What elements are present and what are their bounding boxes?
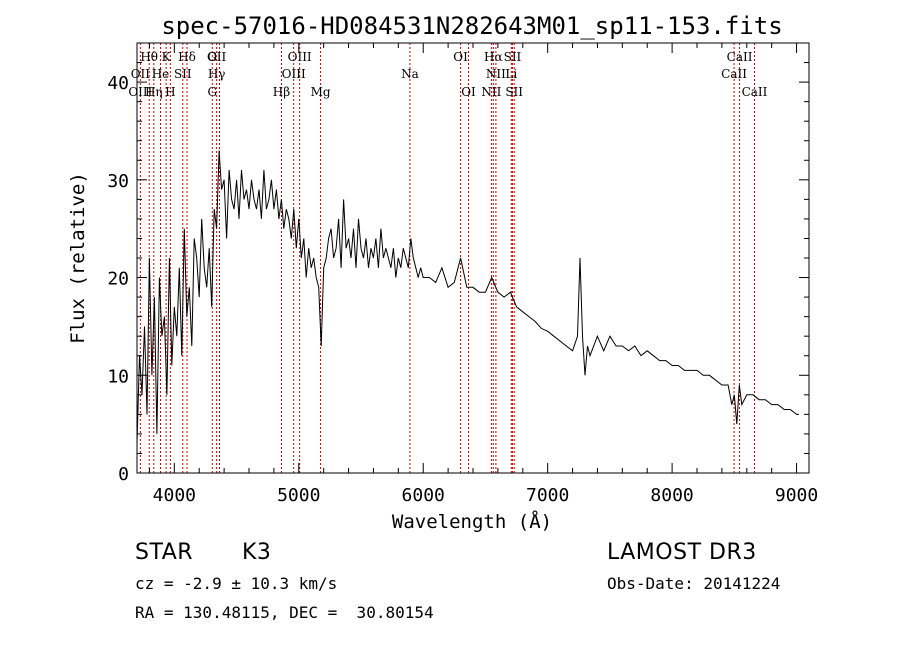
obs-date: Obs-Date: 20141224: [607, 574, 781, 593]
line-label: Hα: [484, 50, 503, 64]
chart-title: spec-57016-HD084531N282643M01_sp11-153.f…: [161, 12, 782, 40]
line-label: OII: [131, 67, 151, 81]
x-tick-label: 7000: [526, 485, 569, 506]
spectrum-line: [136, 150, 799, 444]
y-tick-label: 40: [107, 73, 129, 94]
y-tick-label: 30: [107, 171, 129, 192]
line-label: K: [162, 50, 172, 64]
line-label: OIII: [128, 85, 152, 99]
line-label: OIII: [282, 67, 306, 81]
line-label: Li: [505, 67, 517, 81]
line-label: Na: [401, 67, 419, 81]
object-subclass: K3: [242, 540, 272, 565]
x-tick-label: 5000: [277, 485, 320, 506]
plot-frame: [136, 42, 810, 474]
x-tick-label: 4000: [153, 485, 196, 506]
x-tick-label: 6000: [402, 485, 445, 506]
x-tick-label: 8000: [650, 485, 693, 506]
y-tick-label: 0: [118, 464, 129, 485]
x-tick-label: 9000: [775, 485, 818, 506]
line-label: NII: [486, 67, 506, 81]
survey-name: LAMOST DR3: [607, 540, 757, 565]
line-label: Hθ: [140, 50, 158, 64]
line-label: CaII: [721, 67, 747, 81]
line-markers: [139, 43, 755, 473]
line-label: SII: [174, 67, 192, 81]
line-label: SII: [504, 50, 522, 64]
line-label: OII: [207, 50, 227, 64]
axis-ticks: 4000 5000 6000 7000 8000 9000 0 10 20 30 40: [107, 42, 818, 506]
line-label: Hδ: [178, 50, 196, 64]
coordinates: RA = 130.48115, DEC = 30.80154: [135, 603, 434, 622]
line-label: H: [165, 85, 175, 99]
line-label: NII: [481, 85, 501, 99]
x-axis-label: Wavelength (Å): [392, 510, 552, 533]
line-label: Hβ: [273, 85, 290, 99]
line-label: G: [207, 85, 217, 99]
y-tick-label: 10: [107, 366, 129, 387]
line-label: He: [152, 67, 170, 81]
y-tick-label: 20: [107, 269, 129, 290]
line-label: G: [207, 50, 217, 64]
line-label: SII: [505, 85, 523, 99]
redshift-info: cz = -2.9 ± 10.3 km/s: [135, 574, 338, 593]
line-label: OIII: [288, 50, 312, 64]
y-axis-label: Flux (relative): [67, 172, 89, 344]
line-label: Mg: [311, 85, 331, 99]
line-label: OI: [453, 50, 468, 64]
line-label: CaII: [742, 85, 768, 99]
line-label: Hη: [145, 85, 163, 99]
line-label: CaII: [727, 50, 753, 64]
object-class: STAR: [135, 540, 194, 565]
line-label: Hγ: [208, 67, 226, 81]
line-label: OI: [461, 85, 476, 99]
